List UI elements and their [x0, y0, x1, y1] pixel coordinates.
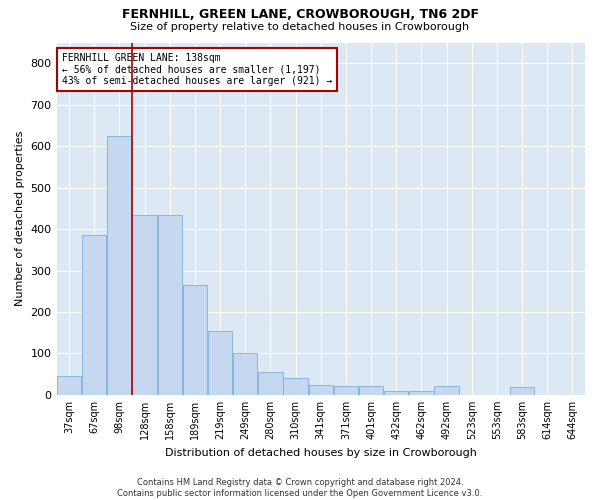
Bar — [183, 285, 207, 395]
Bar — [283, 378, 308, 395]
Bar — [57, 376, 82, 395]
Text: Contains HM Land Registry data © Crown copyright and database right 2024.
Contai: Contains HM Land Registry data © Crown c… — [118, 478, 482, 498]
Text: FERNHILL, GREEN LANE, CROWBOROUGH, TN6 2DF: FERNHILL, GREEN LANE, CROWBOROUGH, TN6 2… — [121, 8, 479, 20]
Bar — [258, 372, 283, 395]
Y-axis label: Number of detached properties: Number of detached properties — [15, 131, 25, 306]
Bar — [158, 214, 182, 395]
Text: Size of property relative to detached houses in Crowborough: Size of property relative to detached ho… — [130, 22, 470, 32]
Bar — [208, 330, 232, 395]
Bar — [434, 386, 459, 395]
Text: FERNHILL GREEN LANE: 138sqm
← 56% of detached houses are smaller (1,197)
43% of : FERNHILL GREEN LANE: 138sqm ← 56% of det… — [62, 53, 332, 86]
Bar — [359, 386, 383, 395]
Bar — [308, 384, 333, 395]
Bar — [334, 386, 358, 395]
Bar — [107, 136, 131, 395]
Bar — [384, 391, 409, 395]
Bar — [510, 388, 534, 395]
Bar — [82, 236, 106, 395]
Bar — [409, 391, 434, 395]
X-axis label: Distribution of detached houses by size in Crowborough: Distribution of detached houses by size … — [165, 448, 477, 458]
Bar — [133, 214, 157, 395]
Bar — [233, 354, 257, 395]
